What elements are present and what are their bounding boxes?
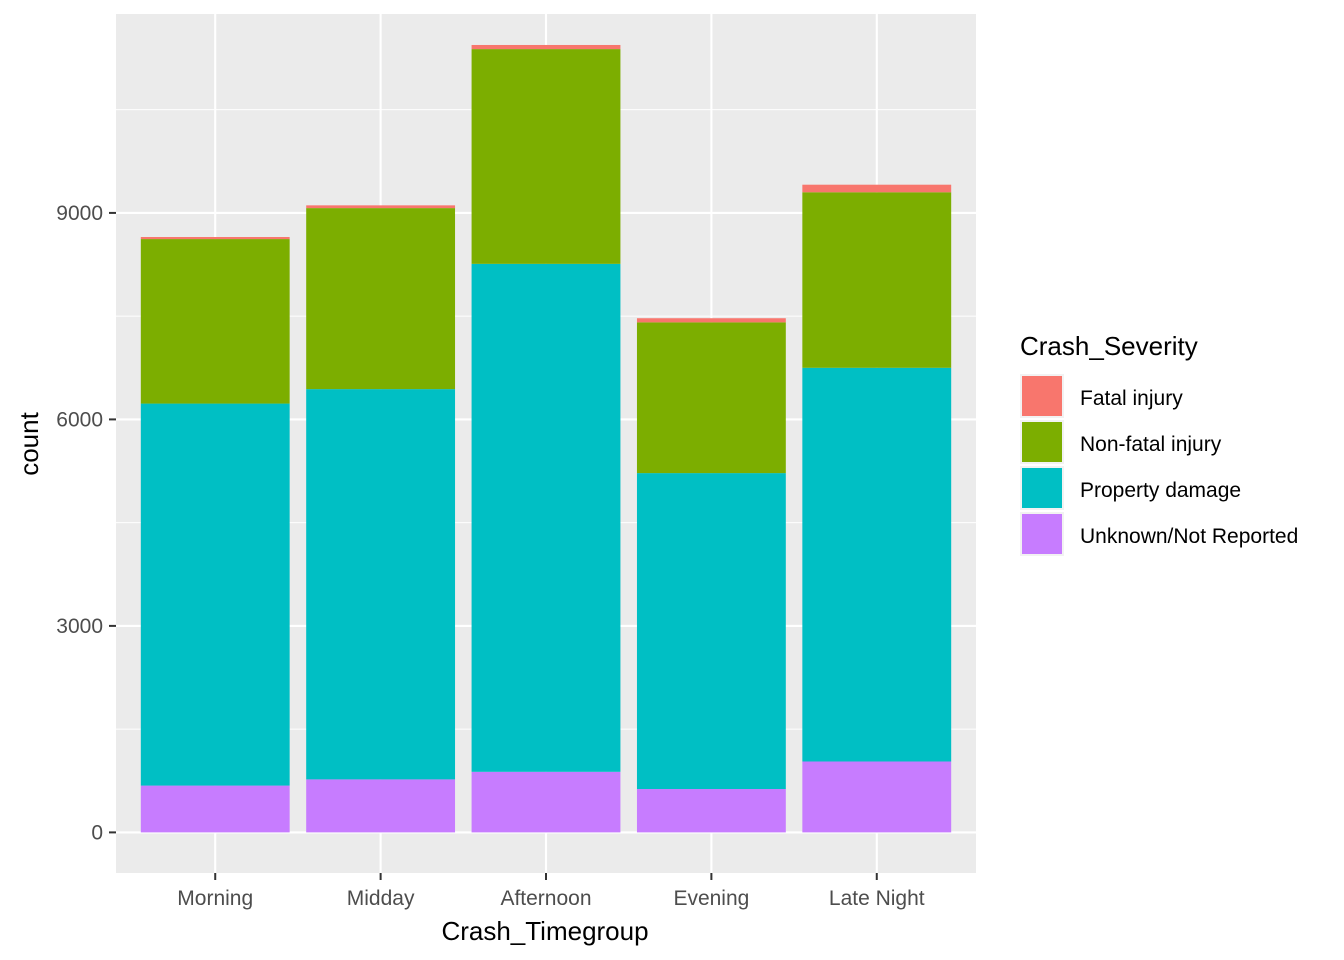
bar-midday-property-damage	[306, 389, 456, 780]
bar-afternoon-non-fatal-injury	[471, 49, 621, 264]
bar-morning-unknown-not-reported	[140, 785, 290, 833]
legend-label: Property damage	[1080, 479, 1241, 502]
legend-label: Unknown/Not Reported	[1080, 525, 1298, 548]
y-axis: 0 3000 6000 9000	[56, 202, 116, 844]
x-tick-label: Afternoon	[500, 887, 591, 910]
bar-afternoon-fatal-injury	[471, 44, 621, 50]
legend-swatch	[1022, 422, 1062, 462]
legend-label: Non-fatal injury	[1080, 433, 1222, 456]
bar-morning-fatal-injury	[140, 237, 290, 240]
bar-midday-unknown-not-reported	[306, 779, 456, 833]
x-axis: Morning Midday Afternoon Evening Late Night	[177, 873, 925, 910]
bar-midday-non-fatal-injury	[306, 208, 456, 390]
bar-late-night-unknown-not-reported	[802, 761, 952, 833]
x-tick-label: Midday	[347, 887, 415, 910]
bar-evening-unknown-not-reported	[636, 789, 786, 833]
bar-midday-fatal-injury	[306, 205, 456, 209]
x-tick-label: Late Night	[829, 887, 925, 910]
y-tick-label: 9000	[56, 202, 103, 225]
y-tick-label: 3000	[56, 615, 103, 638]
legend: Crash_Severity Fatal injury Non-fatal inj…	[1020, 331, 1298, 556]
x-tick-label: Morning	[177, 887, 253, 910]
bar-late-night-property-damage	[802, 367, 952, 762]
legend-swatch	[1022, 514, 1062, 554]
bar-evening-property-damage	[636, 473, 786, 790]
legend-label: Fatal injury	[1080, 387, 1183, 410]
legend-swatch	[1022, 376, 1062, 416]
bar-late-night-fatal-injury	[802, 184, 952, 193]
bar-morning-non-fatal-injury	[140, 239, 290, 404]
bar-morning-property-damage	[140, 403, 290, 786]
bar-evening-non-fatal-injury	[636, 322, 786, 474]
y-tick-label: 6000	[56, 408, 103, 431]
bar-late-night-non-fatal-injury	[802, 192, 952, 368]
y-tick-label: 0	[91, 821, 103, 844]
x-tick-label: Evening	[673, 887, 749, 910]
bar-afternoon-property-damage	[471, 263, 621, 772]
bar-evening-fatal-injury	[636, 318, 786, 323]
legend-title: Crash_Severity	[1020, 331, 1198, 361]
bar-afternoon-unknown-not-reported	[471, 771, 621, 833]
y-axis-title: count	[14, 411, 44, 475]
x-axis-title: Crash_Timegroup	[441, 916, 648, 946]
bars	[140, 44, 952, 833]
legend-swatch	[1022, 468, 1062, 508]
